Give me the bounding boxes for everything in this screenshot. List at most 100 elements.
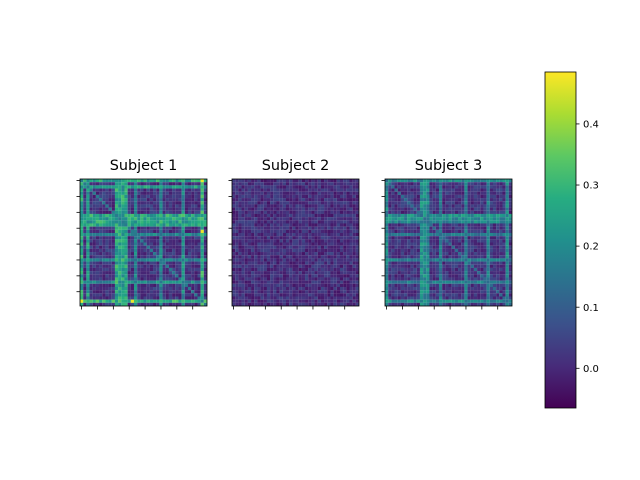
matrix-cell xyxy=(266,210,271,214)
matrix-cell xyxy=(473,194,478,199)
matrix-cell xyxy=(429,210,433,214)
matrix-cell xyxy=(486,274,490,278)
matrix-cell xyxy=(410,274,414,278)
matrix-cell xyxy=(289,188,293,192)
matrix-cell xyxy=(320,293,325,297)
matrix-cell xyxy=(124,242,128,246)
matrix-cell xyxy=(270,280,274,284)
matrix-cell xyxy=(95,179,100,183)
matrix-cell xyxy=(197,271,201,275)
matrix-cell xyxy=(99,293,103,297)
matrix-cell xyxy=(410,204,414,208)
matrix-cell xyxy=(426,232,430,237)
matrix-cell xyxy=(118,229,122,234)
matrix-cell xyxy=(254,242,258,246)
matrix-cell xyxy=(282,194,287,199)
matrix-cell xyxy=(292,277,296,281)
matrix-cell xyxy=(477,204,481,208)
matrix-cell xyxy=(442,267,446,272)
matrix-cell xyxy=(461,293,465,297)
matrix-cell xyxy=(292,248,296,253)
matrix-cell xyxy=(423,296,427,300)
matrix-cell xyxy=(346,213,350,218)
matrix-cell xyxy=(301,182,306,186)
matrix-cell xyxy=(279,255,283,259)
matrix-cell xyxy=(111,290,115,294)
matrix-cell xyxy=(413,248,417,253)
matrix-cell xyxy=(505,232,509,237)
matrix-cell xyxy=(339,220,344,224)
matrix-cell xyxy=(336,271,340,275)
matrix-cell xyxy=(149,255,154,259)
matrix-cell xyxy=(200,296,204,300)
matrix-cell xyxy=(454,299,459,303)
matrix-cell xyxy=(330,280,334,284)
matrix-cell xyxy=(191,198,195,202)
matrix-cell xyxy=(438,302,443,307)
matrix-cell xyxy=(499,252,503,256)
matrix-cell xyxy=(499,226,503,230)
matrix-cell xyxy=(426,201,430,205)
matrix-cell xyxy=(257,245,261,249)
matrix-cell xyxy=(308,290,312,294)
matrix-cell xyxy=(181,220,185,224)
matrix-cell xyxy=(324,223,328,227)
matrix-cell xyxy=(273,191,277,195)
matrix-cell xyxy=(121,255,125,259)
matrix-cell xyxy=(273,194,277,199)
matrix-cell xyxy=(413,185,417,189)
matrix-cell xyxy=(394,198,398,202)
matrix-cell xyxy=(295,264,299,268)
matrix-cell xyxy=(305,302,309,307)
matrix-cell xyxy=(311,204,315,208)
matrix-cell xyxy=(432,207,436,211)
matrix-cell xyxy=(114,220,119,224)
matrix-cell xyxy=(451,302,455,307)
matrix-cell xyxy=(282,201,287,205)
matrix-cell xyxy=(486,267,490,272)
matrix-cell xyxy=(508,204,513,208)
matrix-cell xyxy=(175,220,179,224)
matrix-cell xyxy=(175,194,179,199)
matrix-cell xyxy=(404,242,408,246)
matrix-cell xyxy=(339,182,344,186)
matrix-cell xyxy=(458,188,462,192)
matrix-cell xyxy=(442,229,446,234)
matrix-cell xyxy=(336,255,340,259)
matrix-cell xyxy=(400,255,405,259)
matrix-cell xyxy=(140,245,144,249)
matrix-cell xyxy=(483,245,487,249)
matrix-cell xyxy=(339,245,344,249)
matrix-cell xyxy=(175,232,179,237)
matrix-cell xyxy=(124,179,128,183)
matrix-cell xyxy=(162,290,166,294)
matrix-cell xyxy=(404,267,408,272)
matrix-cell xyxy=(111,267,115,272)
matrix-cell xyxy=(121,204,125,208)
matrix-cell xyxy=(121,290,125,294)
matrix-cell xyxy=(416,261,420,265)
matrix-cell xyxy=(105,271,109,275)
matrix-cell xyxy=(298,239,302,243)
matrix-cell xyxy=(149,213,154,218)
matrix-cell xyxy=(394,182,398,186)
matrix-cell xyxy=(470,286,474,291)
matrix-cell xyxy=(343,220,347,224)
matrix-cell xyxy=(270,213,274,218)
matrix-cell xyxy=(105,299,109,303)
matrix-cell xyxy=(486,239,490,243)
matrix-cell xyxy=(454,236,459,240)
matrix-cell xyxy=(146,242,150,246)
matrix-cell xyxy=(232,245,236,249)
matrix-cell xyxy=(178,299,182,303)
matrix-cell xyxy=(105,232,109,237)
matrix-cell xyxy=(289,179,293,183)
matrix-cell xyxy=(320,267,325,272)
matrix-cell xyxy=(429,255,433,259)
matrix-cell xyxy=(235,220,239,224)
matrix-cell xyxy=(289,299,293,303)
matrix-cell xyxy=(285,191,290,195)
matrix-cell xyxy=(168,277,173,281)
matrix-cell xyxy=(508,182,513,186)
matrix-cell xyxy=(168,264,173,268)
